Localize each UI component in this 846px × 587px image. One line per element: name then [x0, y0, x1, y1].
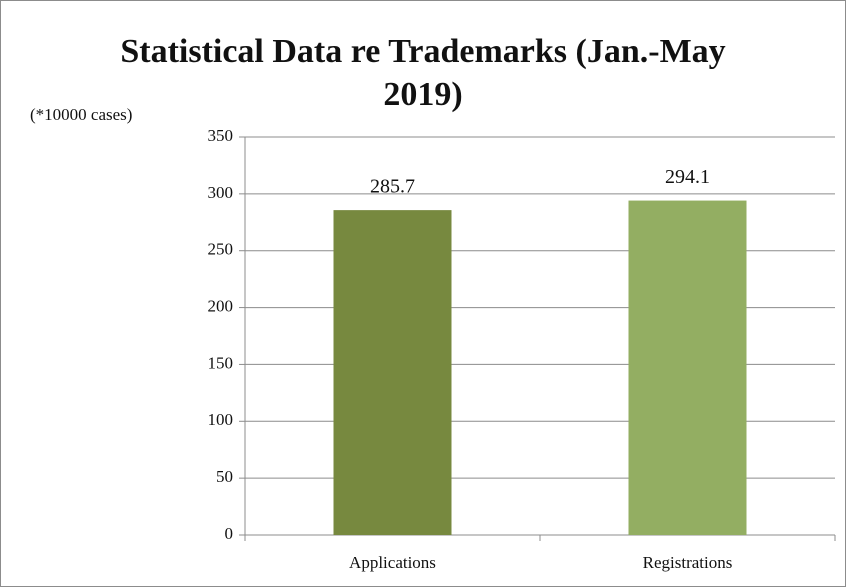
y-tick-label: 200: [208, 296, 234, 315]
bar: [628, 200, 747, 535]
y-tick-label: 250: [208, 240, 234, 259]
value-label: 294.1: [665, 166, 710, 188]
y-tick-label: 50: [216, 467, 233, 486]
chart-title: Statistical Data re Trademarks (Jan.-May…: [120, 33, 726, 113]
y-tick-label: 100: [208, 410, 234, 429]
bar: [333, 210, 452, 535]
y-axis-label: (*10000 cases): [30, 105, 132, 124]
y-tick-label: 350: [208, 126, 234, 145]
value-label: 285.7: [370, 176, 415, 198]
y-tick-label: 300: [208, 183, 234, 202]
y-tick-label: 150: [208, 353, 234, 372]
x-tick-label: Registrations: [643, 553, 733, 572]
y-tick-label: 0: [225, 524, 234, 543]
x-tick-label: Applications: [349, 553, 436, 572]
